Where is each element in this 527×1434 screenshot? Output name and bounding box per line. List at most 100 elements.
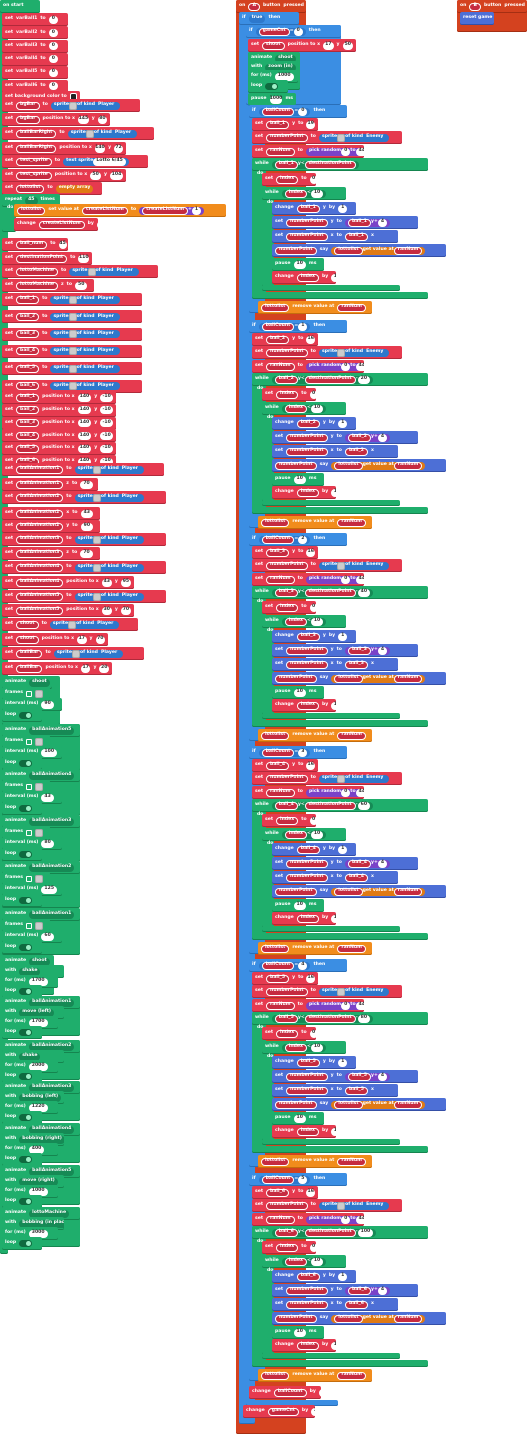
compare-var[interactable]: ballCount [261, 961, 295, 970]
compare-block[interactable]: ballCount = 3 [258, 748, 311, 757]
sprite-image-thumbnail[interactable] [337, 1201, 346, 1210]
set-numberpoint-y-block[interactable]: set numberPoint y to ball_5 y +4 [272, 1070, 418, 1083]
sprite-image-thumbnail[interactable] [68, 312, 77, 321]
frames-editor-icon[interactable] [26, 875, 33, 882]
value-pill[interactable]: 70 [80, 549, 93, 558]
compare-var[interactable]: ball_3 [274, 588, 298, 597]
value-pill[interactable]: ballAnimation1 [29, 910, 75, 919]
value-pill[interactable]: numberPoint [275, 1314, 317, 1323]
value-pill[interactable]: 1000 [269, 95, 283, 104]
list-index[interactable]: ranNum [393, 461, 423, 470]
value-pill[interactable]: gameCnt [267, 1407, 299, 1416]
sprite-function[interactable]: sprite of kind Player [50, 330, 120, 339]
set-position-block[interactable]: set bgBar position to x 145 y 80 [2, 113, 110, 126]
pause-block[interactable]: pause 10 ms [272, 258, 324, 271]
value-pill[interactable]: ranNum [266, 788, 295, 797]
while-destination-block[interactable]: while ball_4 y < destinationPoint -60 [252, 799, 428, 812]
value-pill[interactable]: ball_1 [16, 393, 40, 402]
value-pill[interactable]: createListNum [38, 220, 85, 229]
if-true-block[interactable]: if true then [239, 12, 299, 25]
compare-var[interactable]: destinationPoint [304, 160, 356, 169]
value-pill[interactable]: numberPoint [266, 561, 308, 570]
math-operand[interactable]: ball_4 [347, 859, 371, 868]
loop-row[interactable]: loop [2, 1111, 42, 1124]
effect-row[interactable]: with bobbing (left) [2, 1091, 64, 1104]
set-var-block[interactable]: set varBall1 to 0 [2, 13, 68, 26]
random-to[interactable]: 44 [355, 788, 364, 797]
numberpoint-say-block[interactable]: numberPoint say lottolist get value at ranNu… [272, 672, 446, 685]
list-var[interactable]: lottolist [334, 887, 363, 896]
set-numberpoint-sprite-block[interactable]: set numberPoint to sprite of kind Enemy [252, 559, 402, 572]
value-pill[interactable]: 10 [293, 475, 306, 484]
compare-var[interactable]: ball_6 [274, 1228, 298, 1237]
compare-block[interactable]: index <10 [281, 404, 327, 413]
sprite-image-thumbnail[interactable] [92, 563, 101, 572]
compare-var[interactable]: destinationPoint [304, 1014, 356, 1023]
value-pill[interactable]: ballAnimation2 [29, 1042, 75, 1051]
loop-row[interactable]: loop [2, 985, 42, 998]
set-numberpoint-sprite-block[interactable]: set numberPoint to sprite of kind Enemy [252, 985, 402, 998]
value-pill[interactable]: numberPoint [286, 1286, 328, 1295]
set-numberpoint-y-block[interactable]: set numberPoint y to ball_6 y +4 [272, 1284, 418, 1297]
frames-row[interactable]: frames [2, 735, 50, 748]
value-pill[interactable]: ranNum [266, 362, 295, 371]
value-pill[interactable]: numberPoint [286, 447, 328, 456]
value-pill[interactable]: 0 [309, 390, 316, 399]
set-empty-array-block[interactable]: set lottolist to empty array [2, 182, 102, 195]
random-to[interactable]: 44 [355, 147, 364, 156]
compare-block[interactable]: ball_4 y < destinationPoint -60 [271, 801, 374, 810]
value-pill[interactable]: 1 [331, 488, 336, 497]
value-pill[interactable]: 140 [77, 419, 92, 428]
value-pill[interactable]: ballAnimation3 [29, 817, 75, 826]
set-ball-y-block[interactable]: set ball_5 y to 16 [252, 972, 318, 985]
math-plus-block[interactable]: ball_5 y +4 [344, 1072, 391, 1081]
value-pill[interactable]: bobbing (left) [19, 1093, 62, 1102]
list-remove-block[interactable]: lottolist remove value at ranNum [258, 301, 372, 314]
set-numberpoint-sprite-block[interactable]: set numberPoint to sprite of kind Enemy [252, 131, 402, 144]
value-pill[interactable]: ball_6 [266, 1188, 290, 1197]
compare-var[interactable]: ball_4 [274, 801, 298, 810]
compare-var[interactable]: index [284, 189, 307, 198]
value-pill[interactable]: 1220 [28, 1103, 48, 1112]
compare-value[interactable]: 10 [310, 189, 324, 198]
sprite-function[interactable]: sprite of kind Player [50, 101, 121, 110]
sprite-function[interactable]: sprite of kind Enemy [318, 133, 390, 142]
if-ballcount-block[interactable]: if ballCount = 2 then [249, 533, 347, 546]
value-pill[interactable]: shoot [29, 957, 50, 966]
set-ball-y-block[interactable]: set ball_1 y to 19 [252, 118, 318, 131]
animate-effect-block[interactable]: animate ballAnimation2 [2, 1040, 80, 1053]
compare-block[interactable]: index <10 [281, 1043, 327, 1052]
random-to[interactable]: 44 [355, 575, 364, 584]
duration-row[interactable]: for (ms) 1700 [2, 1016, 58, 1029]
value-pill[interactable]: index [296, 488, 319, 497]
compare-block[interactable]: ball_6 y < destinationPoint -100 [271, 1228, 377, 1237]
sprite-function[interactable]: sprite of kind Enemy [318, 348, 390, 357]
value-pill[interactable]: 50 [75, 281, 88, 290]
value-pill[interactable]: 140 [77, 393, 92, 402]
math-operand[interactable]: 4 [377, 646, 388, 655]
value-pill[interactable]: 0 [48, 55, 58, 64]
value-pill[interactable]: destinationPoint [16, 254, 68, 263]
value-pill[interactable]: numberPoint [266, 1201, 308, 1210]
value-pill[interactable]: bgBar [16, 101, 40, 110]
value-pill[interactable]: ballAnimation3 [16, 549, 64, 558]
value-pill[interactable]: ballAnimation1 [16, 465, 64, 474]
value-pill[interactable]: ball_num [16, 240, 48, 249]
value-pill[interactable]: 1 [311, 1407, 315, 1416]
set-sprite-block[interactable]: set ballAnimation5 to sprite of kind Player [2, 590, 166, 603]
loop-row[interactable]: loop [248, 80, 288, 93]
value-pill[interactable]: 0 [48, 28, 58, 37]
loop-toggle[interactable] [19, 1156, 33, 1163]
animate-block[interactable]: animate ballAnimation1 [2, 908, 80, 921]
set-sprite-block[interactable]: set ballAnimation2 to sprite of kind Player [2, 491, 166, 504]
random-to[interactable]: 44 [355, 1215, 364, 1224]
duration-row[interactable]: for (ms) 3000 [2, 1227, 58, 1240]
value-pill[interactable]: 0 [309, 816, 316, 825]
value-pill[interactable]: lottolist [261, 944, 290, 953]
value-pill[interactable]: ball_4 [16, 347, 40, 356]
compare-block[interactable]: ball_5 y < destinationPoint -80 [271, 1014, 374, 1023]
list-get-block[interactable]: lottolist get value at ranNum [331, 1314, 426, 1323]
value-pill[interactable]: ball_5 [16, 364, 40, 373]
set-numberpoint-y-block[interactable]: set numberPoint y to ball_4 y +4 [272, 857, 418, 870]
set-property-block[interactable]: set ballAnimation2 x to 43 [2, 507, 100, 520]
